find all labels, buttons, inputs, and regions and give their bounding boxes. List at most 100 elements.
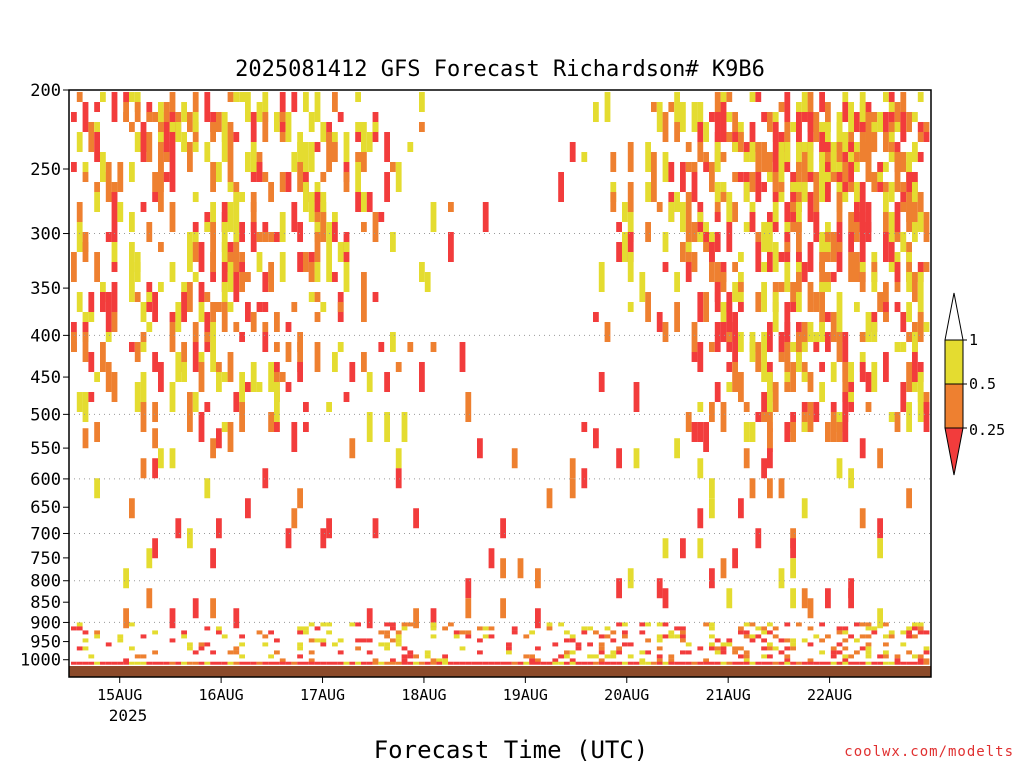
ri-cell xyxy=(714,232,721,252)
ri-cell xyxy=(268,272,274,292)
ri-cell xyxy=(888,132,895,142)
ri-cell xyxy=(216,428,222,449)
ri-cell xyxy=(361,661,367,665)
ri-cell xyxy=(233,661,240,665)
ri-cell xyxy=(900,112,907,142)
ri-cell xyxy=(807,242,814,272)
ri-cell xyxy=(656,654,663,659)
ri-cell xyxy=(784,342,791,372)
ri-cell xyxy=(355,92,361,102)
ri-cell xyxy=(152,428,158,449)
ri-cell xyxy=(395,661,402,665)
ri-cell xyxy=(326,132,332,152)
ri-cell xyxy=(720,650,727,655)
ri-cell xyxy=(848,142,854,152)
ri-cell xyxy=(865,654,872,659)
ri-cell xyxy=(784,658,791,663)
ri-cell xyxy=(262,332,269,352)
ri-cell xyxy=(732,282,738,302)
ri-cell xyxy=(453,634,460,639)
ri-cell xyxy=(685,262,692,282)
ri-cell xyxy=(697,122,704,142)
ri-cell xyxy=(163,661,170,665)
ri-cell xyxy=(738,292,744,302)
ri-cell xyxy=(71,342,77,352)
ri-cell xyxy=(401,658,408,663)
y-tick-label: 300 xyxy=(30,225,61,245)
ri-cell xyxy=(395,630,402,635)
ri-cell xyxy=(738,252,744,262)
ri-cell xyxy=(790,588,796,609)
ri-cell xyxy=(152,352,158,372)
ri-cell xyxy=(76,626,83,631)
ri-cell xyxy=(674,122,680,142)
ri-cell xyxy=(158,661,164,665)
ri-cell xyxy=(308,292,315,302)
ri-cell xyxy=(430,661,437,665)
ri-cell xyxy=(900,661,907,665)
ri-cell xyxy=(790,422,796,442)
ri-cell xyxy=(836,626,843,631)
ri-cell xyxy=(627,661,634,665)
ri-cell xyxy=(314,192,321,212)
ri-cell xyxy=(337,242,344,262)
ri-cell xyxy=(720,646,727,651)
ri-cell xyxy=(651,102,657,112)
ri-cell xyxy=(709,252,715,262)
ri-cell xyxy=(796,622,802,627)
ri-cell xyxy=(714,322,721,352)
ri-cell xyxy=(842,630,849,635)
ri-cell xyxy=(378,630,385,635)
ri-cell xyxy=(140,661,147,665)
ri-cell xyxy=(743,182,750,202)
ri-cell xyxy=(146,222,153,242)
ri-cell xyxy=(709,626,715,631)
ri-cell xyxy=(187,642,193,647)
ri-cell xyxy=(749,142,756,162)
ri-cell xyxy=(598,634,605,639)
ri-cell xyxy=(129,646,135,651)
ri-cell xyxy=(210,438,216,459)
ri-cell xyxy=(622,642,628,647)
ri-cell xyxy=(865,634,872,639)
ri-cell xyxy=(645,661,651,665)
ri-cell xyxy=(187,142,193,172)
ri-cell xyxy=(836,122,843,152)
ri-cell xyxy=(268,412,274,432)
ri-cell xyxy=(250,202,257,232)
ri-cell xyxy=(227,262,234,292)
ri-cell xyxy=(500,518,506,539)
ri-cell xyxy=(210,598,216,619)
ri-cell xyxy=(755,192,762,202)
ri-cell xyxy=(801,422,808,432)
ri-cell xyxy=(732,322,738,352)
ri-cell xyxy=(871,172,878,192)
ri-cell xyxy=(923,630,930,635)
ri-cell xyxy=(627,142,634,172)
ri-cell xyxy=(117,162,124,192)
ri-cell xyxy=(256,252,263,272)
ri-cell xyxy=(767,222,773,252)
ri-cell xyxy=(778,478,785,499)
ri-cell xyxy=(355,152,361,162)
ri-cell xyxy=(842,661,849,665)
ri-cell xyxy=(308,658,315,663)
ri-cell xyxy=(633,448,640,469)
ri-cell xyxy=(384,661,390,665)
ri-cell xyxy=(796,332,802,362)
ri-cell xyxy=(564,650,570,655)
ri-cell xyxy=(227,302,234,312)
ri-cell xyxy=(268,654,274,659)
ri-cell xyxy=(569,638,576,643)
ri-cell xyxy=(227,122,234,132)
ri-cell xyxy=(413,508,419,529)
ri-cell xyxy=(819,92,825,112)
ri-cell xyxy=(778,102,785,112)
ri-cell xyxy=(917,658,924,663)
ri-cell xyxy=(854,622,860,627)
ri-cell xyxy=(819,182,825,202)
ri-cell xyxy=(169,202,176,232)
ri-cell xyxy=(900,132,907,142)
ri-cell xyxy=(685,142,692,152)
ri-cell xyxy=(848,232,854,252)
